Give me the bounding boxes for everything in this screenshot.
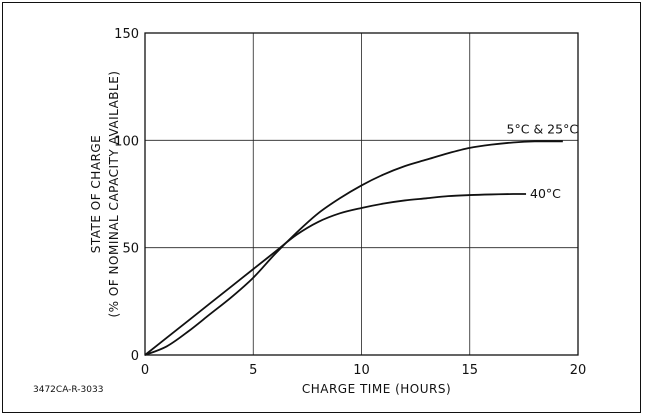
y-tick-label-0: 0 [131, 349, 139, 364]
y-axis-label-line1: STATE OF CHARGE [89, 135, 103, 254]
x-tick-label-10: 10 [353, 363, 370, 378]
series-label-40c: 40°C [530, 186, 561, 201]
y-tick-label-150: 150 [114, 27, 139, 42]
figure-id: 3472CA-R-3033 [33, 385, 103, 395]
tick-labels: 0 5 10 15 20 0 50 100 150 [114, 27, 586, 378]
x-tick-label-15: 15 [461, 363, 478, 378]
y-tick-label-50: 50 [122, 242, 139, 257]
x-axis-label: CHARGE TIME (HOURS) [302, 382, 451, 396]
x-tick-label-5: 5 [249, 363, 257, 378]
x-tick-label-0: 0 [141, 363, 149, 378]
x-tick-label-20: 20 [570, 363, 587, 378]
y-tick-label-100: 100 [114, 134, 139, 149]
plot-area-border [144, 32, 579, 356]
series-group [144, 140, 563, 356]
figure-frame [2, 2, 641, 413]
grid [145, 33, 578, 355]
series-label-5c-25c: 5°C & 25°C [507, 121, 579, 136]
y-axis-label-line2: (% OF NOMINAL CAPACITY AVAILABLE) [107, 71, 121, 318]
series-line-5c-25c [144, 140, 563, 356]
series-line-40c [144, 193, 527, 356]
